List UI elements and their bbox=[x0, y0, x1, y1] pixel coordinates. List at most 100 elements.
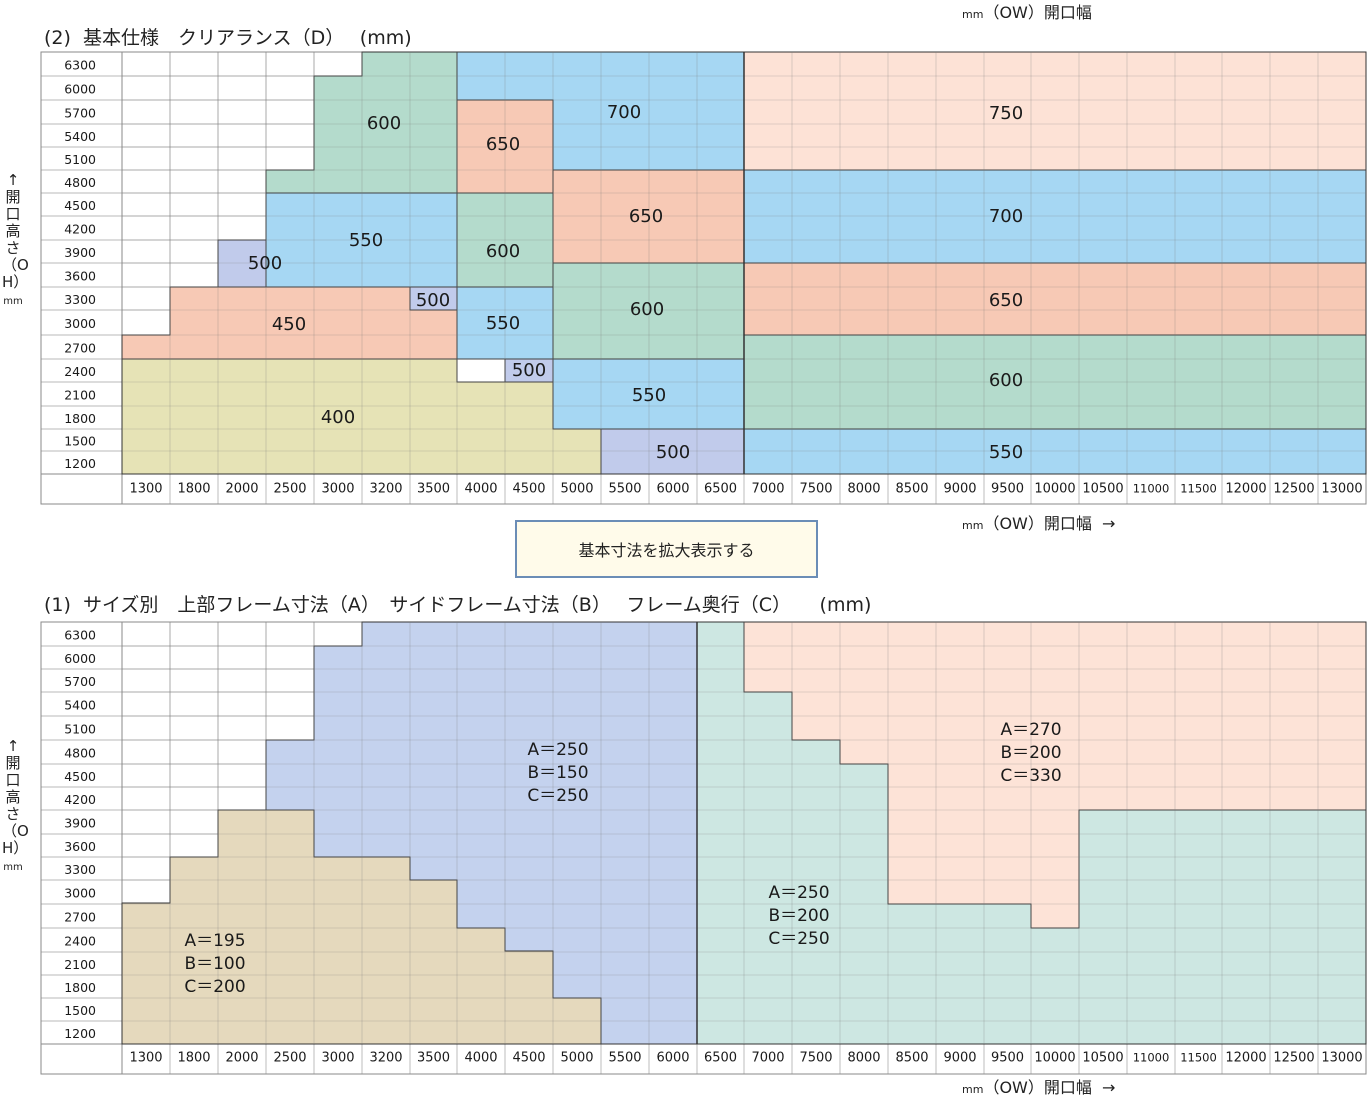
x-tick-label: 1300 bbox=[129, 482, 162, 497]
region-550-d bbox=[743, 428, 1367, 475]
y-tick-label: 2400 bbox=[64, 934, 96, 949]
region-label-medium: B＝150 bbox=[527, 763, 588, 783]
region-650-c bbox=[743, 262, 1367, 336]
x-tick-label: 7000 bbox=[751, 1051, 784, 1066]
enlarge-dimensions-button[interactable]: 基本寸法を拡大表示する bbox=[515, 520, 818, 578]
x-tick-label: 6500 bbox=[704, 482, 737, 497]
y-tick-label: 3600 bbox=[64, 269, 96, 284]
x-tick-label: 8500 bbox=[895, 1051, 928, 1066]
x-tick-label: 9500 bbox=[991, 1051, 1024, 1066]
x-tick-label: 4000 bbox=[464, 482, 497, 497]
chart1-bottom-unit: mm（OW）開口幅 → bbox=[962, 514, 1116, 533]
region-label: 550 bbox=[989, 442, 1023, 463]
region-label-medium: A＝250 bbox=[527, 740, 588, 760]
region-label: 700 bbox=[607, 102, 641, 123]
x-tick-label: 10500 bbox=[1082, 1051, 1123, 1066]
x-tick-label: 4000 bbox=[464, 1051, 497, 1066]
x-tick-label: 9000 bbox=[943, 482, 976, 497]
x-tick-label: 10000 bbox=[1034, 482, 1075, 497]
y-tick-label: 3600 bbox=[64, 839, 96, 854]
x-tick-label: 10500 bbox=[1082, 482, 1123, 497]
chart2-y-axis-title: ↑開口高さ（OH） mm bbox=[2, 737, 29, 874]
y-tick-label: 4200 bbox=[64, 222, 96, 237]
y-tick-label: 3900 bbox=[64, 816, 96, 831]
y-tick-label: 5700 bbox=[64, 674, 96, 689]
x-tick-label: 5500 bbox=[608, 482, 641, 497]
chart1-title: (2) 基本仕様 クリアランス（D） (mm) bbox=[44, 27, 412, 49]
region-label-small: A＝195 bbox=[184, 931, 245, 951]
region-label-large: B＝200 bbox=[768, 906, 829, 926]
region-label: 650 bbox=[486, 134, 520, 155]
region-label: 750 bbox=[989, 103, 1023, 124]
region-label-medium: C＝250 bbox=[527, 786, 588, 806]
region-550-a bbox=[265, 192, 458, 288]
y-tick-label: 1800 bbox=[64, 980, 96, 995]
y-tick-label: 5400 bbox=[64, 129, 96, 144]
frame-dimension-chart: 1300 1800 2000 2500 3000 3200 3500 4000 4500 5000… bbox=[40, 621, 1367, 1075]
x-tick-label: 7500 bbox=[799, 1051, 832, 1066]
x-tick-label: 7000 bbox=[751, 482, 784, 497]
x-tick-label: 9500 bbox=[991, 482, 1024, 497]
region-label: 650 bbox=[629, 206, 663, 227]
y-tick-label: 5100 bbox=[64, 722, 96, 737]
chart2-title: (1) サイズ別 上部フレーム寸法（A） サイドフレーム寸法（B） フレーム奥行… bbox=[44, 594, 872, 616]
x-tick-label: 11500 bbox=[1180, 1051, 1217, 1065]
y-tick-label: 3000 bbox=[64, 316, 96, 331]
x-tick-label: 1800 bbox=[177, 1051, 210, 1066]
x-tick-label: 12000 bbox=[1225, 482, 1266, 497]
x-tick-label: 8500 bbox=[895, 482, 928, 497]
x-tick-label: 11000 bbox=[1133, 1051, 1170, 1065]
y-tick-label: 4800 bbox=[64, 175, 96, 190]
region-label-xlarge: B＝200 bbox=[1000, 743, 1061, 763]
region-600-a bbox=[265, 51, 458, 194]
region-label: 500 bbox=[416, 290, 450, 311]
chart2-bottom-unit: mm（OW）開口幅 → bbox=[962, 1078, 1116, 1097]
y-tick-label: 3900 bbox=[64, 245, 96, 260]
x-tick-label: 5000 bbox=[560, 482, 593, 497]
region-label: 650 bbox=[989, 290, 1023, 311]
region-700-b bbox=[743, 169, 1367, 264]
y-tick-label: 2100 bbox=[64, 388, 96, 403]
x-tick-label: 3200 bbox=[369, 1051, 402, 1066]
x-tick-label: 2000 bbox=[225, 1051, 258, 1066]
region-750 bbox=[743, 51, 1367, 171]
region-label: 550 bbox=[486, 313, 520, 334]
region-label: 600 bbox=[486, 241, 520, 262]
region-650-b bbox=[552, 169, 745, 264]
region-label: 500 bbox=[248, 253, 282, 274]
y-tick-label: 4800 bbox=[64, 746, 96, 761]
x-tick-label: 3500 bbox=[417, 482, 450, 497]
region-label-xlarge: C＝330 bbox=[1000, 766, 1061, 786]
region-label: 450 bbox=[272, 314, 306, 335]
y-tick-label: 2100 bbox=[64, 957, 96, 972]
x-tick-label: 6000 bbox=[656, 482, 689, 497]
y-tick-label: 6000 bbox=[64, 82, 96, 97]
x-tick-label: 13000 bbox=[1321, 1051, 1362, 1066]
chart1-top-unit: mm（OW）開口幅 bbox=[962, 3, 1092, 22]
region-label: 600 bbox=[367, 113, 401, 134]
region-label-small: C＝200 bbox=[184, 977, 245, 997]
x-tick-label: 3500 bbox=[417, 1051, 450, 1066]
x-tick-label: 13000 bbox=[1321, 482, 1362, 497]
x-tick-label: 7500 bbox=[799, 482, 832, 497]
x-tick-label: 11000 bbox=[1133, 482, 1170, 496]
x-tick-label: 8000 bbox=[847, 1051, 880, 1066]
x-tick-label: 5500 bbox=[608, 1051, 641, 1066]
x-tick-label: 4500 bbox=[512, 482, 545, 497]
region-label: 500 bbox=[512, 360, 546, 381]
x-tick-label: 12000 bbox=[1225, 1051, 1266, 1066]
region-label: 550 bbox=[632, 385, 666, 406]
y-tick-label: 6300 bbox=[64, 628, 96, 643]
x-tick-label: 5000 bbox=[560, 1051, 593, 1066]
x-tick-label: 12500 bbox=[1273, 1051, 1314, 1066]
x-tick-label: 3000 bbox=[321, 1051, 354, 1066]
y-tick-label: 2700 bbox=[64, 341, 96, 356]
y-tick-label: 4200 bbox=[64, 792, 96, 807]
y-tick-label: 4500 bbox=[64, 769, 96, 784]
y-tick-label: 2700 bbox=[64, 910, 96, 925]
x-tick-label: 1800 bbox=[177, 482, 210, 497]
region-label: 600 bbox=[989, 370, 1023, 391]
region-label-small: B＝100 bbox=[184, 954, 245, 974]
x-tick-label: 3000 bbox=[321, 482, 354, 497]
region-label: 500 bbox=[656, 442, 690, 463]
